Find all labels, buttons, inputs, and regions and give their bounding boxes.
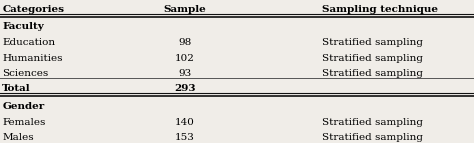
Text: Sample: Sample [164,5,206,14]
Text: Females: Females [2,118,46,127]
Text: 93: 93 [178,69,191,78]
Text: Stratified sampling: Stratified sampling [322,38,423,47]
Text: Faculty: Faculty [2,22,44,31]
Text: Stratified sampling: Stratified sampling [322,69,423,78]
Text: Total: Total [2,84,31,93]
Text: 153: 153 [175,133,195,142]
Text: Gender: Gender [2,102,45,111]
Text: Categories: Categories [2,5,64,14]
Text: 293: 293 [174,84,196,93]
Text: Stratified sampling: Stratified sampling [322,118,423,127]
Text: Education: Education [2,38,55,47]
Text: Humanities: Humanities [2,54,63,63]
Text: Stratified sampling: Stratified sampling [322,54,423,63]
Text: 102: 102 [175,54,195,63]
Text: Males: Males [2,133,34,142]
Text: 140: 140 [175,118,195,127]
Text: 98: 98 [178,38,191,47]
Text: Sciences: Sciences [2,69,49,78]
Text: Stratified sampling: Stratified sampling [322,133,423,142]
Text: Sampling technique: Sampling technique [322,5,438,14]
